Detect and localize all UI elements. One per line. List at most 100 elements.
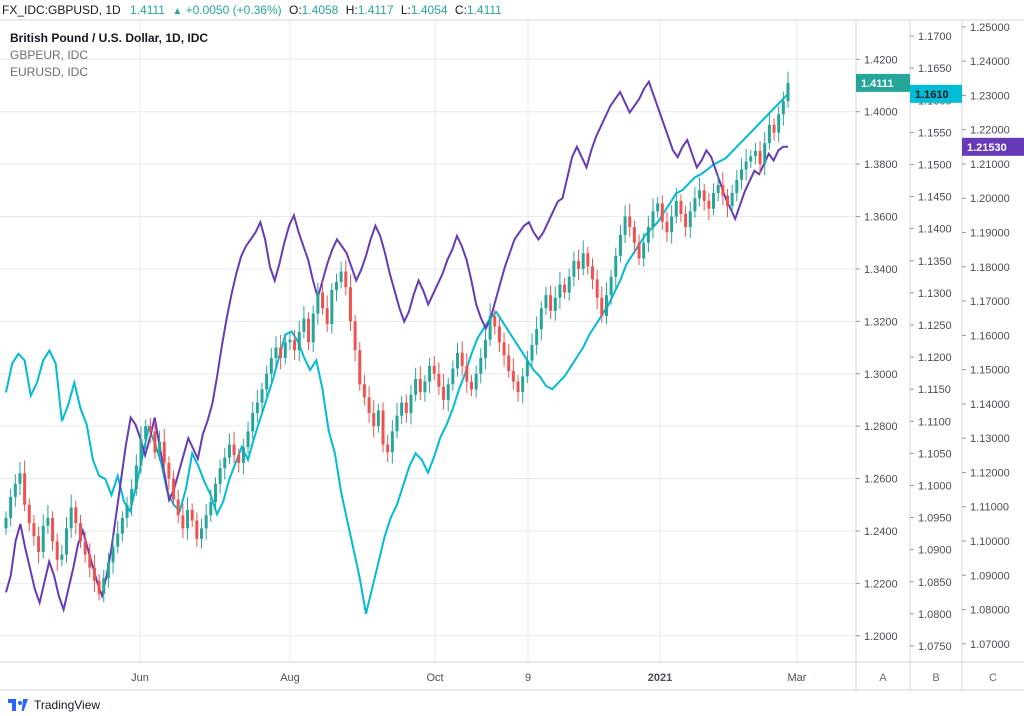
axis-a-tick-label: 1.3800 — [864, 159, 898, 171]
axis-c-button[interactable]: C — [989, 672, 997, 684]
candle-body — [51, 517, 55, 542]
candle-body — [521, 376, 525, 393]
candle-body — [563, 284, 567, 293]
legend-gbpeur[interactable]: GBPEUR, IDC — [10, 48, 89, 62]
candle-body — [781, 101, 785, 115]
axis-b-tick-label: 1.1200 — [918, 352, 952, 364]
candle-body — [372, 413, 376, 427]
candle-body — [604, 295, 608, 317]
candle-body — [637, 242, 641, 259]
candle-body — [721, 185, 725, 196]
candle-body — [283, 342, 287, 359]
candle-body — [172, 478, 176, 500]
symbol-label[interactable]: FX_IDC:GBPUSD, 1D — [2, 3, 121, 17]
axis-c-tick-label: 1.25000 — [970, 22, 1010, 34]
candle-body — [227, 444, 231, 458]
axis-c-tick-label: 1.21000 — [970, 159, 1010, 171]
candle-body — [362, 384, 366, 398]
candle-body — [628, 216, 632, 228]
candle-body — [698, 190, 702, 199]
axis-b-tick-label: 1.1150 — [918, 384, 951, 396]
axis-b-tick-label: 1.1000 — [918, 480, 952, 492]
candle-body — [116, 533, 120, 547]
candle-body — [32, 523, 36, 537]
candle-body — [772, 124, 776, 133]
candle-body — [139, 439, 143, 466]
axis-b-tick-label: 1.1500 — [918, 159, 952, 171]
candle-body — [65, 528, 69, 555]
candle-body — [158, 441, 162, 453]
price-axes[interactable]: 1.4200 1.4000 1.3800 1.3600 1.3400 1.3200 1.30… — [0, 19, 1024, 691]
axis-a-button[interactable]: A — [879, 672, 887, 684]
candle-body — [558, 284, 562, 298]
eurusd-last-price-label: 1.1610 — [915, 89, 949, 101]
candle-body — [23, 473, 27, 505]
candle-body — [125, 504, 129, 518]
candle-body — [646, 227, 650, 243]
axis-c-tick-label: 1.10000 — [970, 536, 1010, 548]
candle-body — [83, 541, 87, 555]
legend-main-series[interactable]: British Pound / U.S. Dollar, 1D, IDC — [10, 31, 209, 45]
high-label: H: — [345, 3, 358, 17]
candle-body — [735, 179, 739, 193]
axis-c-tick-label: 1.12000 — [970, 467, 1010, 479]
candle-body — [511, 371, 515, 382]
candle-body — [195, 520, 199, 539]
candle-body — [223, 457, 227, 469]
axis-c-tick-label: 1.24000 — [970, 56, 1010, 68]
time-tick-label: Oct — [426, 672, 443, 684]
candle-body — [200, 528, 203, 539]
candle-body — [567, 276, 571, 293]
candle-body — [786, 82, 790, 102]
candle-body — [37, 536, 41, 552]
axis-c-tick-label: 1.16000 — [970, 330, 1010, 342]
candle-body — [577, 261, 581, 269]
time-axis[interactable]: Jun Aug Oct 9 2021 Mar — [131, 672, 807, 684]
candle-body — [670, 216, 674, 233]
candle-body — [288, 339, 292, 343]
candle-body — [437, 373, 441, 387]
gbpeur-last-price-label: 1.21530 — [967, 142, 1007, 154]
candle-body — [507, 355, 511, 372]
brand-name[interactable]: TradingView — [34, 698, 101, 712]
time-tick-label: Jun — [131, 672, 149, 684]
candle-body — [74, 507, 78, 524]
axis-a-tick-label: 1.3400 — [864, 264, 898, 276]
candle-body — [60, 554, 64, 560]
axis-a-tick-label: 1.3200 — [864, 316, 898, 328]
candle-body — [530, 344, 534, 361]
branding-footer: TradingView — [0, 694, 300, 716]
candle-body — [186, 510, 190, 529]
candle-body — [423, 381, 427, 393]
candle-body — [302, 318, 306, 332]
axis-a-tick-label: 1.3000 — [864, 369, 898, 381]
candle-body — [307, 318, 311, 343]
change-arrow-icon: ▲ — [172, 6, 183, 17]
axis-b-button[interactable]: B — [932, 672, 939, 684]
candle-body — [9, 496, 13, 518]
candle-body — [707, 200, 711, 209]
candle-body — [595, 279, 599, 298]
candle-body — [269, 358, 273, 374]
candle-body — [325, 308, 329, 324]
candle-body — [13, 483, 17, 497]
candle-body — [591, 266, 594, 280]
axis-b-tick-label: 1.0750 — [918, 641, 952, 653]
candle-body — [618, 234, 622, 256]
axis-c-tick-label: 1.23000 — [970, 90, 1010, 102]
candle-body — [260, 389, 264, 403]
candle-body — [390, 431, 394, 453]
legend-eurusd[interactable]: EURUSD, IDC — [10, 65, 89, 79]
time-tick-label: Aug — [280, 672, 300, 684]
eurusd-line — [5, 93, 789, 615]
candle-body — [656, 203, 660, 212]
axis-a-tick-label: 1.2800 — [864, 421, 898, 433]
axis-b-tick-label: 1.0900 — [918, 545, 952, 557]
candle-body — [134, 465, 138, 490]
candle-body — [744, 161, 748, 170]
candle-body — [451, 368, 455, 385]
time-tick-label: 2021 — [648, 672, 672, 684]
candle-body — [353, 321, 357, 351]
